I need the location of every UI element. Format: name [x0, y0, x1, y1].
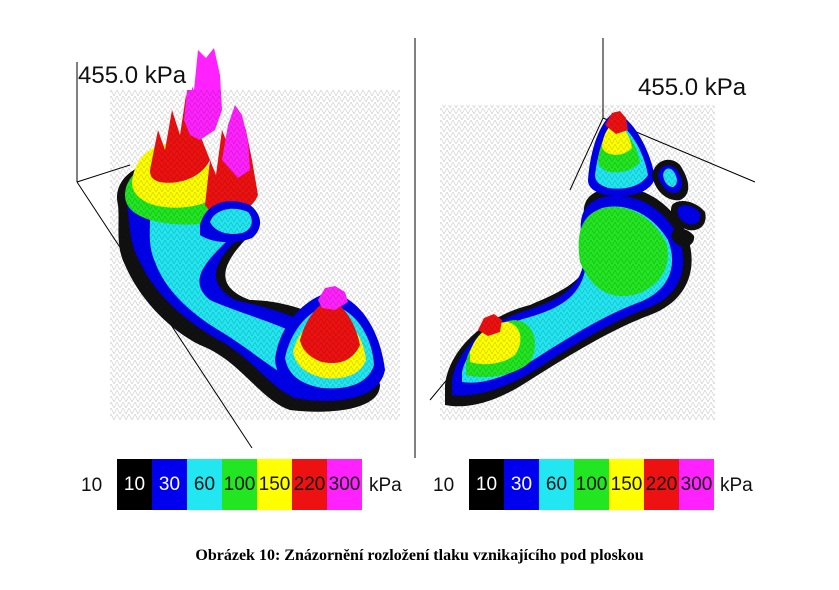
colorbar-level: 30 — [504, 459, 539, 510]
colorbar-level-label: 100 — [575, 473, 608, 495]
right-colorbar: 10 30 60 100 150 220 300 — [469, 459, 714, 510]
figure-caption: Obrázek 10: Znázornění rozložení tlaku v… — [195, 547, 644, 564]
colorbar-level: 10 — [117, 459, 152, 510]
right-colorbar-min-label: 10 — [433, 475, 455, 496]
left-colorbar: 10 30 60 100 150 220 300 — [117, 459, 362, 510]
colorbar-level: 10 — [469, 459, 504, 510]
colorbar-level: 30 — [152, 459, 187, 510]
colorbar-level-label: 150 — [610, 473, 643, 495]
colorbar-level-label: 10 — [475, 473, 498, 495]
colorbar-level-label: 100 — [223, 473, 256, 495]
pressure-figure: 455.0 kPa 455.0 kPa 10 10 30 60 100 150 … — [76, 38, 756, 510]
left-foot-surface — [110, 48, 400, 420]
colorbar-level-label: 300 — [680, 473, 713, 495]
colorbar-level-label: 30 — [510, 473, 533, 495]
colorbar-level-label: 150 — [258, 473, 291, 495]
right-colorbar-unit: kPa — [720, 475, 753, 496]
colorbar-level: 100 — [574, 459, 609, 510]
colorbar-level: 60 — [187, 459, 222, 510]
right-peak-label: 455.0 kPa — [638, 74, 747, 101]
colorbar-level: 300 — [679, 459, 714, 510]
colorbar-level: 100 — [222, 459, 257, 510]
colorbar-level: 300 — [327, 459, 362, 510]
colorbar-level: 150 — [257, 459, 292, 510]
colorbar-level-label: 30 — [158, 473, 181, 495]
colorbar-level-label: 220 — [645, 473, 678, 495]
pressure-plot-graphics — [76, 38, 756, 458]
left-colorbar-min-label: 10 — [81, 475, 103, 496]
colorbar-level: 150 — [609, 459, 644, 510]
colorbar-level-label: 60 — [193, 473, 216, 495]
colorbar-level-label: 10 — [123, 473, 146, 495]
right-foot-surface — [440, 105, 715, 420]
colorbar-level-label: 220 — [293, 473, 326, 495]
left-peak-label: 455.0 kPa — [78, 62, 193, 90]
colorbar-level-label: 300 — [328, 473, 361, 495]
colorbar-level: 60 — [539, 459, 574, 510]
colorbar-level-label: 60 — [545, 473, 568, 495]
colorbar-level: 220 — [292, 459, 327, 510]
colorbar-level: 220 — [644, 459, 679, 510]
left-colorbar-unit: kPa — [369, 475, 402, 496]
